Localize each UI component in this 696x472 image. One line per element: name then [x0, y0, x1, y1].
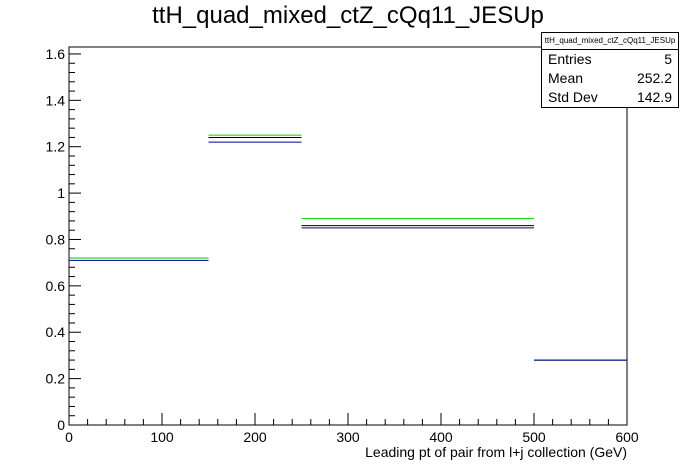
x-tick-label: 200 [243, 429, 267, 445]
x-tick-label: 400 [429, 429, 453, 445]
y-tick-label: 1.6 [46, 46, 66, 62]
stats-value: 142.9 [636, 89, 672, 105]
y-tick-label: 1.4 [46, 92, 66, 108]
x-axis-label: Leading pt of pair from l+j collection (… [365, 444, 627, 460]
y-tick-label: 0.2 [46, 371, 66, 387]
stats-value: 252.2 [636, 70, 672, 86]
y-tick-label: 0.8 [46, 231, 66, 247]
x-tick-label: 300 [336, 429, 360, 445]
x-tick-label: 500 [522, 429, 546, 445]
y-tick-label: 1 [57, 185, 65, 201]
stats-box-name: ttH_quad_mixed_ctZ_cQq11_JESUp [542, 33, 678, 50]
chart-title: ttH_quad_mixed_ctZ_cQq11_JESUp [152, 2, 544, 29]
stats-label: Entries [548, 51, 592, 67]
x-tick-label: 100 [150, 429, 174, 445]
x-tick-label: 600 [615, 429, 639, 445]
y-tick-label: 1.2 [46, 139, 66, 155]
stats-label: Mean [548, 70, 584, 86]
y-tick-label: 0.4 [46, 324, 66, 340]
stats-row-stddev: Std Dev 142.9 [542, 88, 678, 107]
stats-value: 5 [664, 51, 672, 67]
stats-row-mean: Mean 252.2 [542, 69, 678, 88]
stats-box: ttH_quad_mixed_ctZ_cQq11_JESUp Entries 5… [541, 32, 679, 108]
stats-row-entries: Entries 5 [542, 50, 678, 69]
x-tick-label: 0 [65, 429, 73, 445]
stats-label: Std Dev [548, 89, 598, 105]
y-tick-label: 0.6 [46, 278, 66, 294]
y-tick-label: 0 [57, 417, 65, 433]
